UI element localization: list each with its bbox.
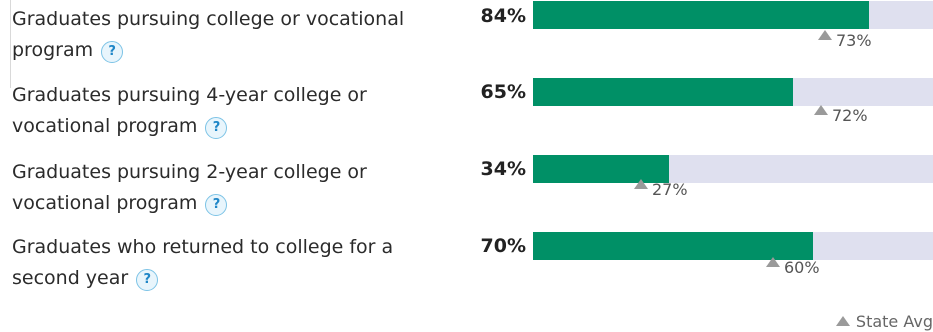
triangle-icon <box>818 30 832 40</box>
metric-label: Graduates who returned to college for a … <box>12 232 412 294</box>
bar-fill <box>533 1 869 29</box>
bar-fill <box>533 155 669 183</box>
help-icon[interactable]: ? <box>205 194 228 216</box>
help-icon[interactable]: ? <box>205 117 228 139</box>
bar-track <box>533 155 933 183</box>
bar-track <box>533 1 933 29</box>
triangle-icon <box>634 179 648 189</box>
bar-fill <box>533 78 793 106</box>
metric-label-text: Graduates pursuing 2-year college or voc… <box>12 161 367 214</box>
triangle-icon <box>766 257 780 267</box>
metric-label: Graduates pursuing college or vocational… <box>12 4 412 66</box>
state-avg-marker: 27% <box>634 179 688 199</box>
state-avg-marker: 60% <box>766 257 820 277</box>
triangle-icon <box>814 105 828 115</box>
help-icon[interactable]: ? <box>136 269 159 291</box>
metric-label: Graduates pursuing 4-year college or voc… <box>12 80 412 142</box>
bar-track <box>533 232 933 260</box>
metric-label-text: Graduates pursuing college or vocational… <box>12 8 405 61</box>
metric-value: 34% <box>480 158 526 180</box>
bar-fill <box>533 232 813 260</box>
state-avg-value: 72% <box>832 106 868 125</box>
state-avg-value: 73% <box>836 31 872 50</box>
bar-track <box>533 78 933 106</box>
metric-value: 70% <box>480 235 526 257</box>
metric-value: 65% <box>480 81 526 103</box>
help-icon[interactable]: ? <box>101 41 124 63</box>
left-divider <box>10 0 11 88</box>
legend-label: State Avg <box>855 312 933 331</box>
state-avg-value: 27% <box>652 180 688 199</box>
state-avg-legend: State Avg <box>835 312 933 331</box>
metric-label: Graduates pursuing 2-year college or voc… <box>12 157 412 219</box>
state-avg-marker: 72% <box>814 105 868 125</box>
triangle-icon <box>835 316 850 326</box>
state-avg-marker: 73% <box>818 30 872 50</box>
state-avg-value: 60% <box>784 258 820 277</box>
metric-label-text: Graduates who returned to college for a … <box>12 236 394 289</box>
metric-label-text: Graduates pursuing 4-year college or voc… <box>12 84 367 137</box>
metric-value: 84% <box>480 5 526 27</box>
